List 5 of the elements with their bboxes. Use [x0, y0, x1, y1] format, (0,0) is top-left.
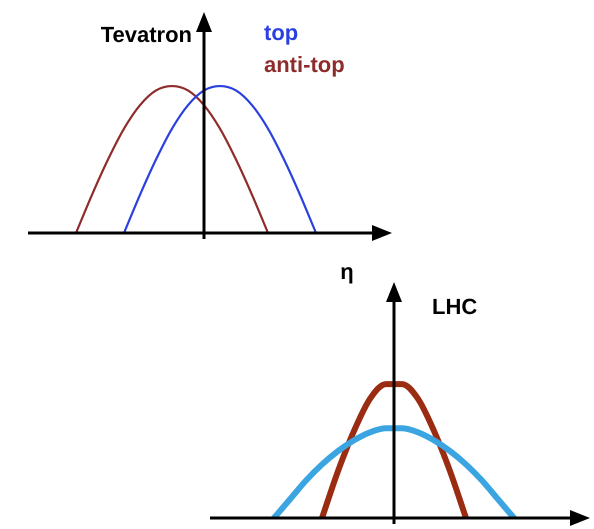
- x-axis-title: η: [340, 259, 354, 284]
- text: anti-top: [264, 52, 345, 77]
- chart-title: Tevatron: [100, 22, 192, 47]
- chart-title: LHC: [432, 294, 478, 319]
- text: top: [264, 20, 298, 45]
